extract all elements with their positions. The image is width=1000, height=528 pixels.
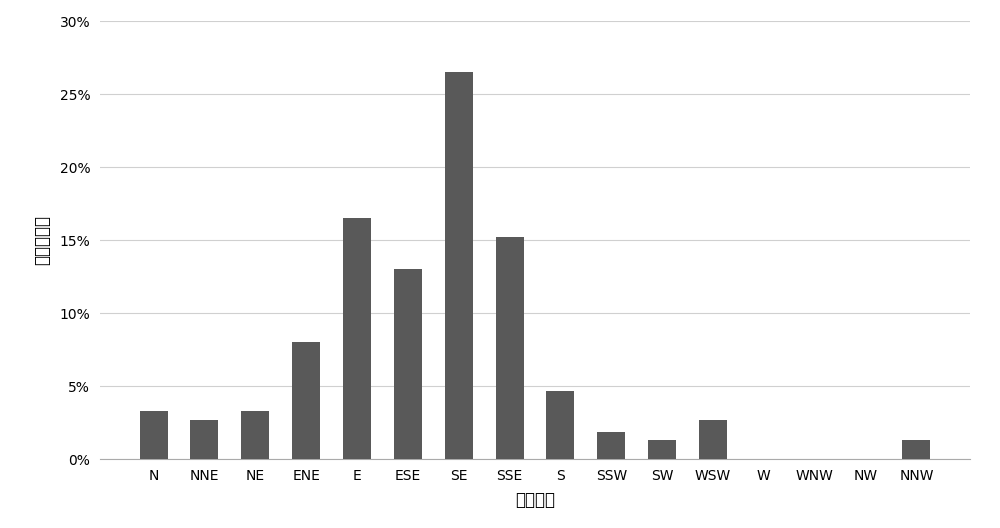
Bar (343, 219, 371, 459)
Bar (546, 391, 574, 459)
Bar (394, 269, 422, 459)
Bar (902, 440, 930, 459)
Bar (445, 72, 473, 459)
Bar (699, 420, 727, 459)
Bar (241, 411, 269, 459)
X-axis label: 角度区间: 角度区间 (515, 492, 555, 510)
Y-axis label: 波向出现率: 波向出现率 (33, 215, 51, 265)
Bar (496, 237, 524, 459)
Bar (648, 440, 676, 459)
Bar (190, 420, 218, 459)
Bar (140, 411, 168, 459)
Bar (292, 343, 320, 459)
Bar (597, 431, 625, 459)
